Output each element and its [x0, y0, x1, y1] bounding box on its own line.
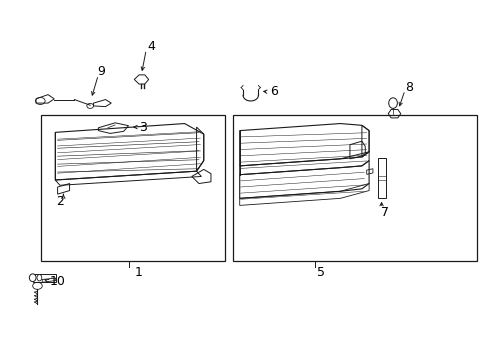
Text: 6: 6: [270, 85, 278, 98]
Text: 2: 2: [56, 195, 64, 208]
Ellipse shape: [37, 275, 41, 281]
Bar: [33, 274, 56, 282]
Text: 7: 7: [381, 206, 388, 219]
Ellipse shape: [29, 274, 36, 282]
Text: 5: 5: [317, 266, 325, 279]
Ellipse shape: [388, 98, 397, 108]
Text: 1: 1: [135, 266, 142, 279]
Bar: [41, 115, 225, 261]
Text: 8: 8: [405, 81, 412, 94]
Text: 4: 4: [147, 40, 155, 53]
Text: 10: 10: [50, 275, 65, 288]
Text: 3: 3: [139, 121, 146, 134]
Bar: [232, 115, 476, 261]
Bar: [377, 158, 386, 198]
Text: 9: 9: [97, 65, 104, 78]
